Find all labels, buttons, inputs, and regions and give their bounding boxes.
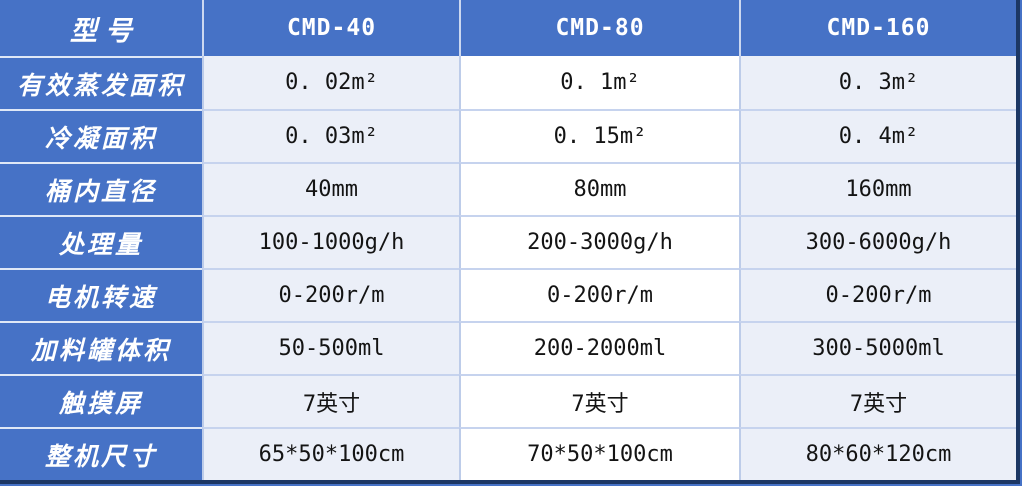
spec-label-cell: 冷凝面积	[0, 109, 202, 162]
spec-label-cell: 加料罐体积	[0, 321, 202, 374]
spec-table-grid: 型号 CMD-40 CMD-80 CMD-160 有效蒸发面积 0. 02m² 0.…	[0, 0, 1016, 480]
spec-label-cell: 有效蒸发面积	[0, 56, 202, 109]
spec-value-cell: 0. 02m²	[202, 56, 459, 109]
spec-label-cell: 桶内直径	[0, 162, 202, 215]
spec-value-cell: 7英寸	[459, 374, 739, 427]
spec-value-cell: 0-200r/m	[739, 268, 1016, 321]
spec-value-cell: 100-1000g/h	[202, 215, 459, 268]
spec-label-cell: 电机转速	[0, 268, 202, 321]
spec-value-cell: 50-500ml	[202, 321, 459, 374]
table-border-bottom-blue	[0, 484, 1022, 486]
table-border-right-navy	[1016, 0, 1020, 484]
spec-value-cell: 0-200r/m	[459, 268, 739, 321]
spec-value-cell: 7英寸	[202, 374, 459, 427]
header-column-cmd-160: CMD-160	[739, 0, 1016, 56]
table-border-bottom-navy	[0, 480, 1020, 484]
spec-value-cell: 70*50*100cm	[459, 427, 739, 480]
spec-label-cell: 整机尺寸	[0, 427, 202, 480]
spec-value-cell: 200-3000g/h	[459, 215, 739, 268]
header-column-cmd-40: CMD-40	[202, 0, 459, 56]
spec-value-cell: 0. 4m²	[739, 109, 1016, 162]
spec-value-cell: 80*60*120cm	[739, 427, 1016, 480]
spec-label-cell: 处理量	[0, 215, 202, 268]
header-model-label: 型号	[0, 0, 202, 56]
spec-value-cell: 7英寸	[739, 374, 1016, 427]
spec-value-cell: 80mm	[459, 162, 739, 215]
spec-value-cell: 0-200r/m	[202, 268, 459, 321]
spec-value-cell: 200-2000ml	[459, 321, 739, 374]
spec-value-cell: 300-5000ml	[739, 321, 1016, 374]
spec-value-cell: 40mm	[202, 162, 459, 215]
spec-value-cell: 65*50*100cm	[202, 427, 459, 480]
spec-value-cell: 0. 1m²	[459, 56, 739, 109]
table-border-right-blue	[1020, 0, 1022, 486]
spec-value-cell: 0. 3m²	[739, 56, 1016, 109]
spec-value-cell: 300-6000g/h	[739, 215, 1016, 268]
spec-value-cell: 0. 15m²	[459, 109, 739, 162]
header-column-cmd-80: CMD-80	[459, 0, 739, 56]
spec-value-cell: 0. 03m²	[202, 109, 459, 162]
spec-label-cell: 触摸屏	[0, 374, 202, 427]
spec-value-cell: 160mm	[739, 162, 1016, 215]
